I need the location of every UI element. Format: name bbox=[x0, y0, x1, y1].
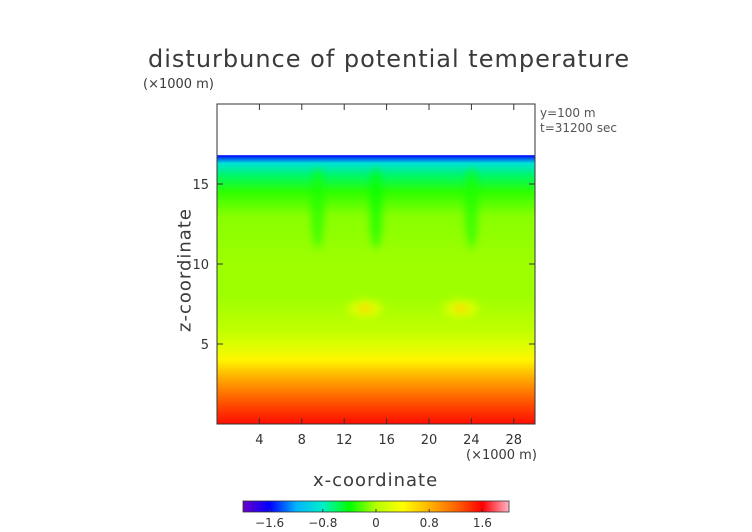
z-axis-unit: (×1000 m) bbox=[143, 77, 214, 92]
y-position-label: y=100 m bbox=[540, 106, 596, 120]
colorbar-tick-label-3: 0.8 bbox=[420, 516, 439, 530]
colorbar-tick-label-4: 1.6 bbox=[473, 516, 492, 530]
colorbar-tick-label-2: 0 bbox=[372, 516, 380, 530]
cold-plume-3 bbox=[311, 168, 324, 248]
x-tick-label-20: 20 bbox=[421, 433, 438, 448]
x-tick-label-24: 24 bbox=[463, 433, 480, 448]
cold-plume-5 bbox=[465, 168, 478, 248]
y-tick-label-5: 5 bbox=[201, 338, 209, 353]
y-tick-label-15: 15 bbox=[192, 178, 209, 193]
x-tick-label-12: 12 bbox=[336, 433, 353, 448]
warm-anomaly-2 bbox=[453, 304, 468, 313]
y-tick-label-10: 10 bbox=[192, 258, 209, 273]
x-tick-label-28: 28 bbox=[506, 433, 523, 448]
colorbar-tick-label-0: −1.6 bbox=[255, 516, 284, 530]
x-tick-label-8: 8 bbox=[298, 433, 306, 448]
colorbar-tick-label-1: −0.8 bbox=[308, 516, 337, 530]
cold-plume-4 bbox=[370, 168, 382, 248]
warm-anomaly-1 bbox=[358, 304, 373, 313]
field-features bbox=[311, 168, 479, 318]
x-axis-label: x-coordinate bbox=[313, 470, 439, 491]
x-axis-unit: (×1000 m) bbox=[466, 448, 537, 463]
chart-title: disturbunce of potential temperature bbox=[148, 45, 631, 73]
x-tick-label-16: 16 bbox=[378, 433, 395, 448]
time-label: t=31200 sec bbox=[540, 121, 617, 135]
x-tick-label-4: 4 bbox=[255, 433, 263, 448]
